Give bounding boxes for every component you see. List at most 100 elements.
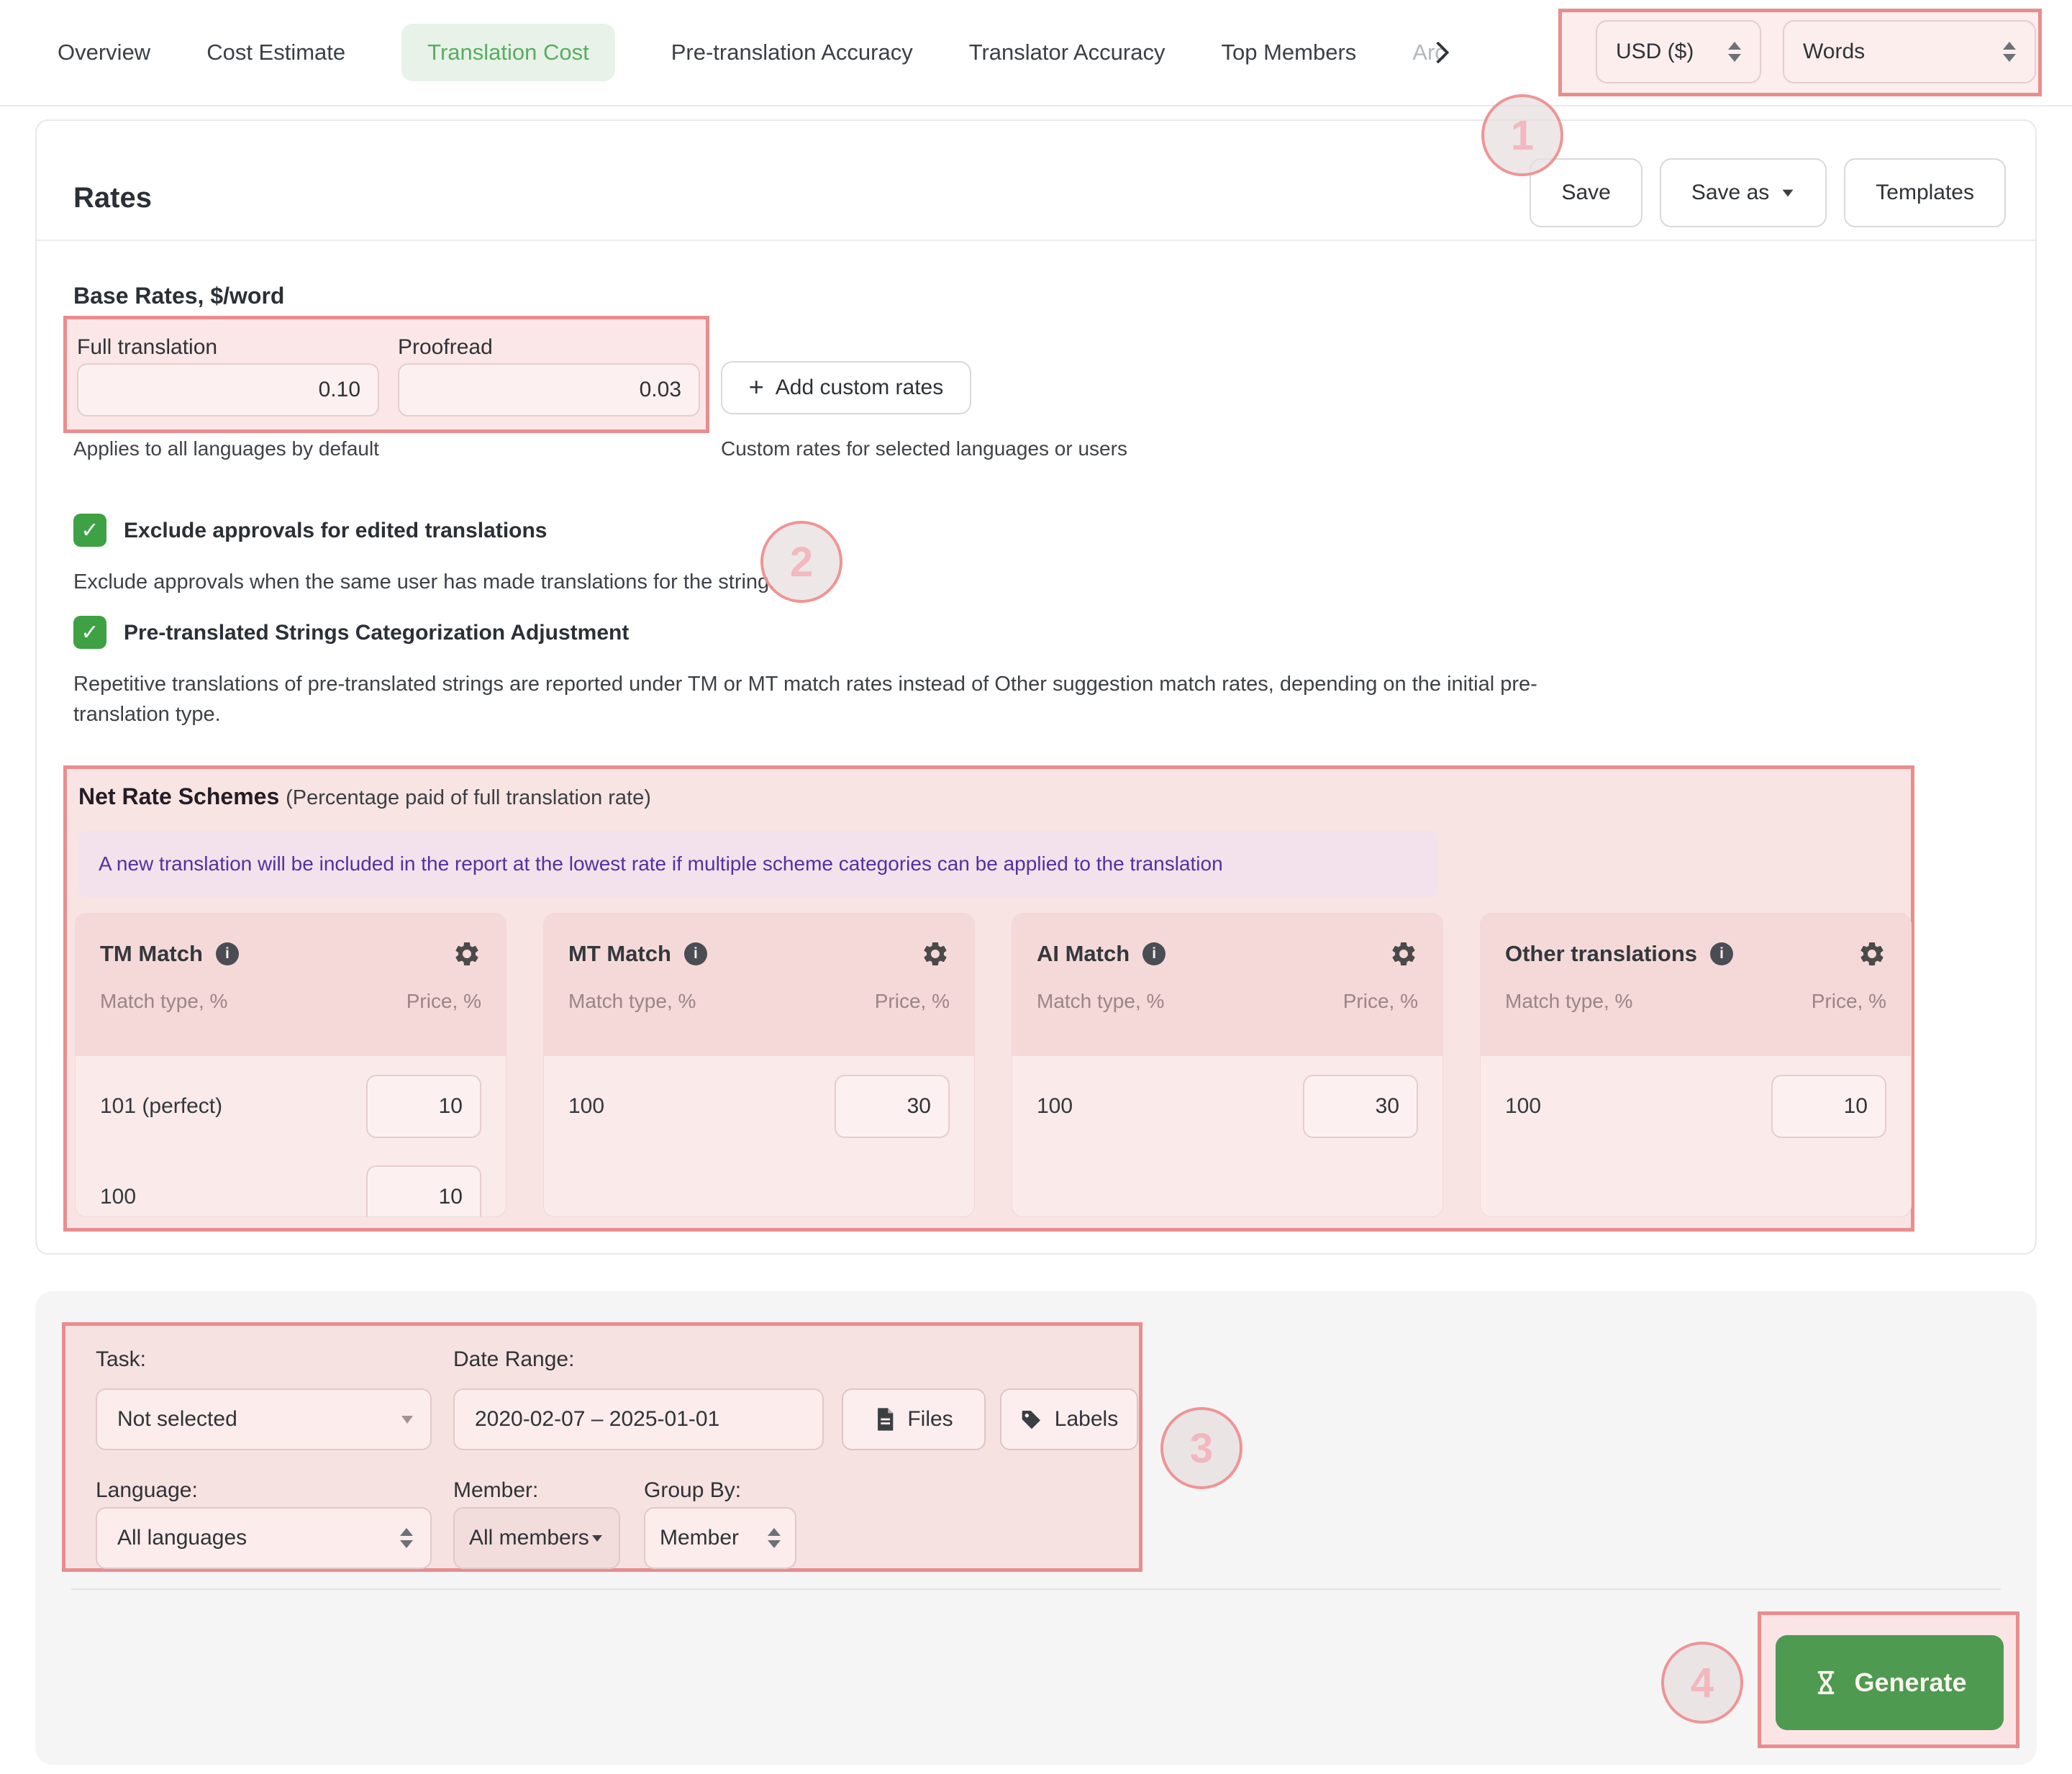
exclude-approvals-checkbox[interactable] <box>73 514 106 547</box>
groupby-label: Group By: <box>644 1478 742 1502</box>
price-column-label: Price, % <box>1811 990 1886 1012</box>
lowest-rate-note: A new translation will be included in th… <box>78 831 1438 897</box>
updown-arrows-icon <box>400 1528 413 1548</box>
gear-icon[interactable] <box>453 940 481 968</box>
updown-arrows-icon <box>768 1528 781 1548</box>
net-rate-schemes-heading: Net Rate Schemes (Percentage paid of ful… <box>78 783 651 810</box>
highlight-box-2: Full translation Proofread <box>63 316 709 433</box>
task-label: Task: <box>96 1347 147 1371</box>
units-select-value: Words <box>1803 40 1866 63</box>
price-input[interactable] <box>835 1075 950 1138</box>
scheme-card-header: AI Match Match type, % Price, % <box>1012 914 1442 1056</box>
scheme-row: 100 <box>544 1066 974 1147</box>
scheme-card-other-translations: Other translations Match type, % Price, … <box>1480 913 1912 1217</box>
scheme-card-title-row: MT Match <box>568 941 707 967</box>
match-type-value: 100 <box>1037 1094 1073 1118</box>
labels-button-label: Labels <box>1054 1407 1119 1431</box>
annotation-circle-2: 2 <box>760 521 842 603</box>
exclude-approvals-label: Exclude approvals for edited translation… <box>124 519 547 542</box>
rates-actions: Save Save as Templates <box>1530 158 2006 227</box>
date-range-label: Date Range: <box>453 1347 575 1371</box>
date-range-input[interactable]: 2020-02-07 – 2025-01-01 <box>453 1388 824 1450</box>
panel-divider <box>71 1588 2001 1590</box>
applies-note: Applies to all languages by default <box>73 437 379 460</box>
match-type-column-label: Match type, % <box>100 990 228 1012</box>
tab-overview[interactable]: Overview <box>58 40 151 65</box>
ai-match-title: AI Match <box>1037 941 1130 966</box>
price-input[interactable] <box>1771 1075 1886 1138</box>
tab-pre-translation-accuracy[interactable]: Pre-translation Accuracy <box>671 40 913 65</box>
language-select-value: All languages <box>117 1526 247 1550</box>
highlight-box-5: Generate <box>1758 1611 2019 1748</box>
member-label: Member: <box>453 1478 539 1502</box>
files-button[interactable]: Files <box>842 1388 986 1450</box>
scheme-row: 100 <box>1481 1066 1911 1147</box>
tab-top-members[interactable]: Top Members <box>1221 40 1357 65</box>
add-custom-rates-button[interactable]: Add custom rates <box>721 361 971 414</box>
price-input[interactable] <box>366 1165 481 1216</box>
currency-select[interactable]: USD ($) <box>1596 20 1761 83</box>
tab-translation-cost[interactable]: Translation Cost <box>401 24 615 81</box>
templates-button[interactable]: Templates <box>1844 158 2006 227</box>
match-type-value: 100 <box>100 1185 137 1209</box>
mt-match-title: MT Match <box>568 941 671 966</box>
gear-icon[interactable] <box>1858 940 1886 968</box>
pretranslated-adjustment-label: Pre-translated Strings Categorization Ad… <box>124 621 630 645</box>
gear-icon[interactable] <box>1389 940 1418 968</box>
price-input[interactable] <box>1303 1075 1418 1138</box>
task-select-value: Not selected <box>117 1407 237 1431</box>
groupby-select[interactable]: Member <box>644 1507 796 1569</box>
page-title: Rates <box>73 181 152 214</box>
scheme-card-ai-match: AI Match Match type, % Price, % 100 <box>1012 913 1443 1217</box>
scheme-row: 101 (perfect) <box>76 1066 506 1147</box>
tab-cost-estimate[interactable]: Cost Estimate <box>206 40 346 65</box>
net-rate-schemes-title: Net Rate Schemes <box>78 783 280 809</box>
full-translation-rate-input[interactable] <box>77 363 379 417</box>
annotation-circle-4: 4 <box>1661 1642 1743 1724</box>
highlight-box-4: Task: Date Range: Not selected 2020-02-0… <box>62 1322 1142 1572</box>
info-icon[interactable] <box>215 942 239 965</box>
member-select[interactable]: All members <box>453 1507 620 1569</box>
updown-arrows-icon <box>1728 42 1741 62</box>
price-input[interactable] <box>366 1075 481 1138</box>
generate-button[interactable]: Generate <box>1776 1635 2004 1730</box>
plus-icon <box>749 374 764 401</box>
files-button-label: Files <box>907 1407 953 1431</box>
language-label: Language: <box>96 1478 198 1502</box>
info-icon[interactable] <box>1142 942 1166 965</box>
info-icon[interactable] <box>1710 942 1733 965</box>
pretranslated-adjustment-description: Repetitive translations of pre-translate… <box>73 673 1537 727</box>
scheme-card-header: MT Match Match type, % Price, % <box>544 914 974 1056</box>
match-type-column-label: Match type, % <box>1505 990 1633 1012</box>
highlight-box-3: Net Rate Schemes (Percentage paid of ful… <box>63 765 1914 1232</box>
groupby-select-value: Member <box>660 1526 740 1550</box>
language-select[interactable]: All languages <box>96 1507 432 1569</box>
scheme-card-title-row: TM Match <box>100 941 239 967</box>
date-range-value: 2020-02-07 – 2025-01-01 <box>475 1407 720 1431</box>
match-type-column-label: Match type, % <box>1037 990 1165 1012</box>
info-icon[interactable] <box>683 942 707 965</box>
pretranslated-adjustment-checkbox[interactable] <box>73 616 106 649</box>
tm-match-title: TM Match <box>100 941 203 966</box>
hourglass-icon <box>1812 1669 1840 1696</box>
base-rates-heading: Base Rates, $/word <box>73 282 285 309</box>
nav-divider <box>0 105 2072 106</box>
scheme-card-header: Other translations Match type, % Price, … <box>1481 914 1911 1056</box>
match-type-value: 100 <box>1505 1094 1542 1118</box>
report-tabs: Overview Cost Estimate Translation Cost … <box>58 0 1450 105</box>
save-button[interactable]: Save <box>1530 158 1642 227</box>
rates-card-header: Rates Save Save as Templates <box>37 121 2035 241</box>
scheme-row: 100 <box>76 1157 506 1216</box>
proofread-rate-input[interactable] <box>398 363 700 417</box>
match-type-column-label: Match type, % <box>568 990 696 1012</box>
labels-button[interactable]: Labels <box>1000 1388 1138 1450</box>
updown-arrows-icon <box>2003 42 2016 62</box>
task-select[interactable]: Not selected <box>96 1388 432 1450</box>
tab-translator-accuracy[interactable]: Translator Accuracy <box>968 40 1166 65</box>
file-icon <box>874 1407 896 1432</box>
tab-archive-truncated[interactable]: Arc <box>1412 40 1446 65</box>
save-as-button[interactable]: Save as <box>1659 158 1827 227</box>
units-select[interactable]: Words <box>1783 20 2036 83</box>
gear-icon[interactable] <box>921 940 950 968</box>
